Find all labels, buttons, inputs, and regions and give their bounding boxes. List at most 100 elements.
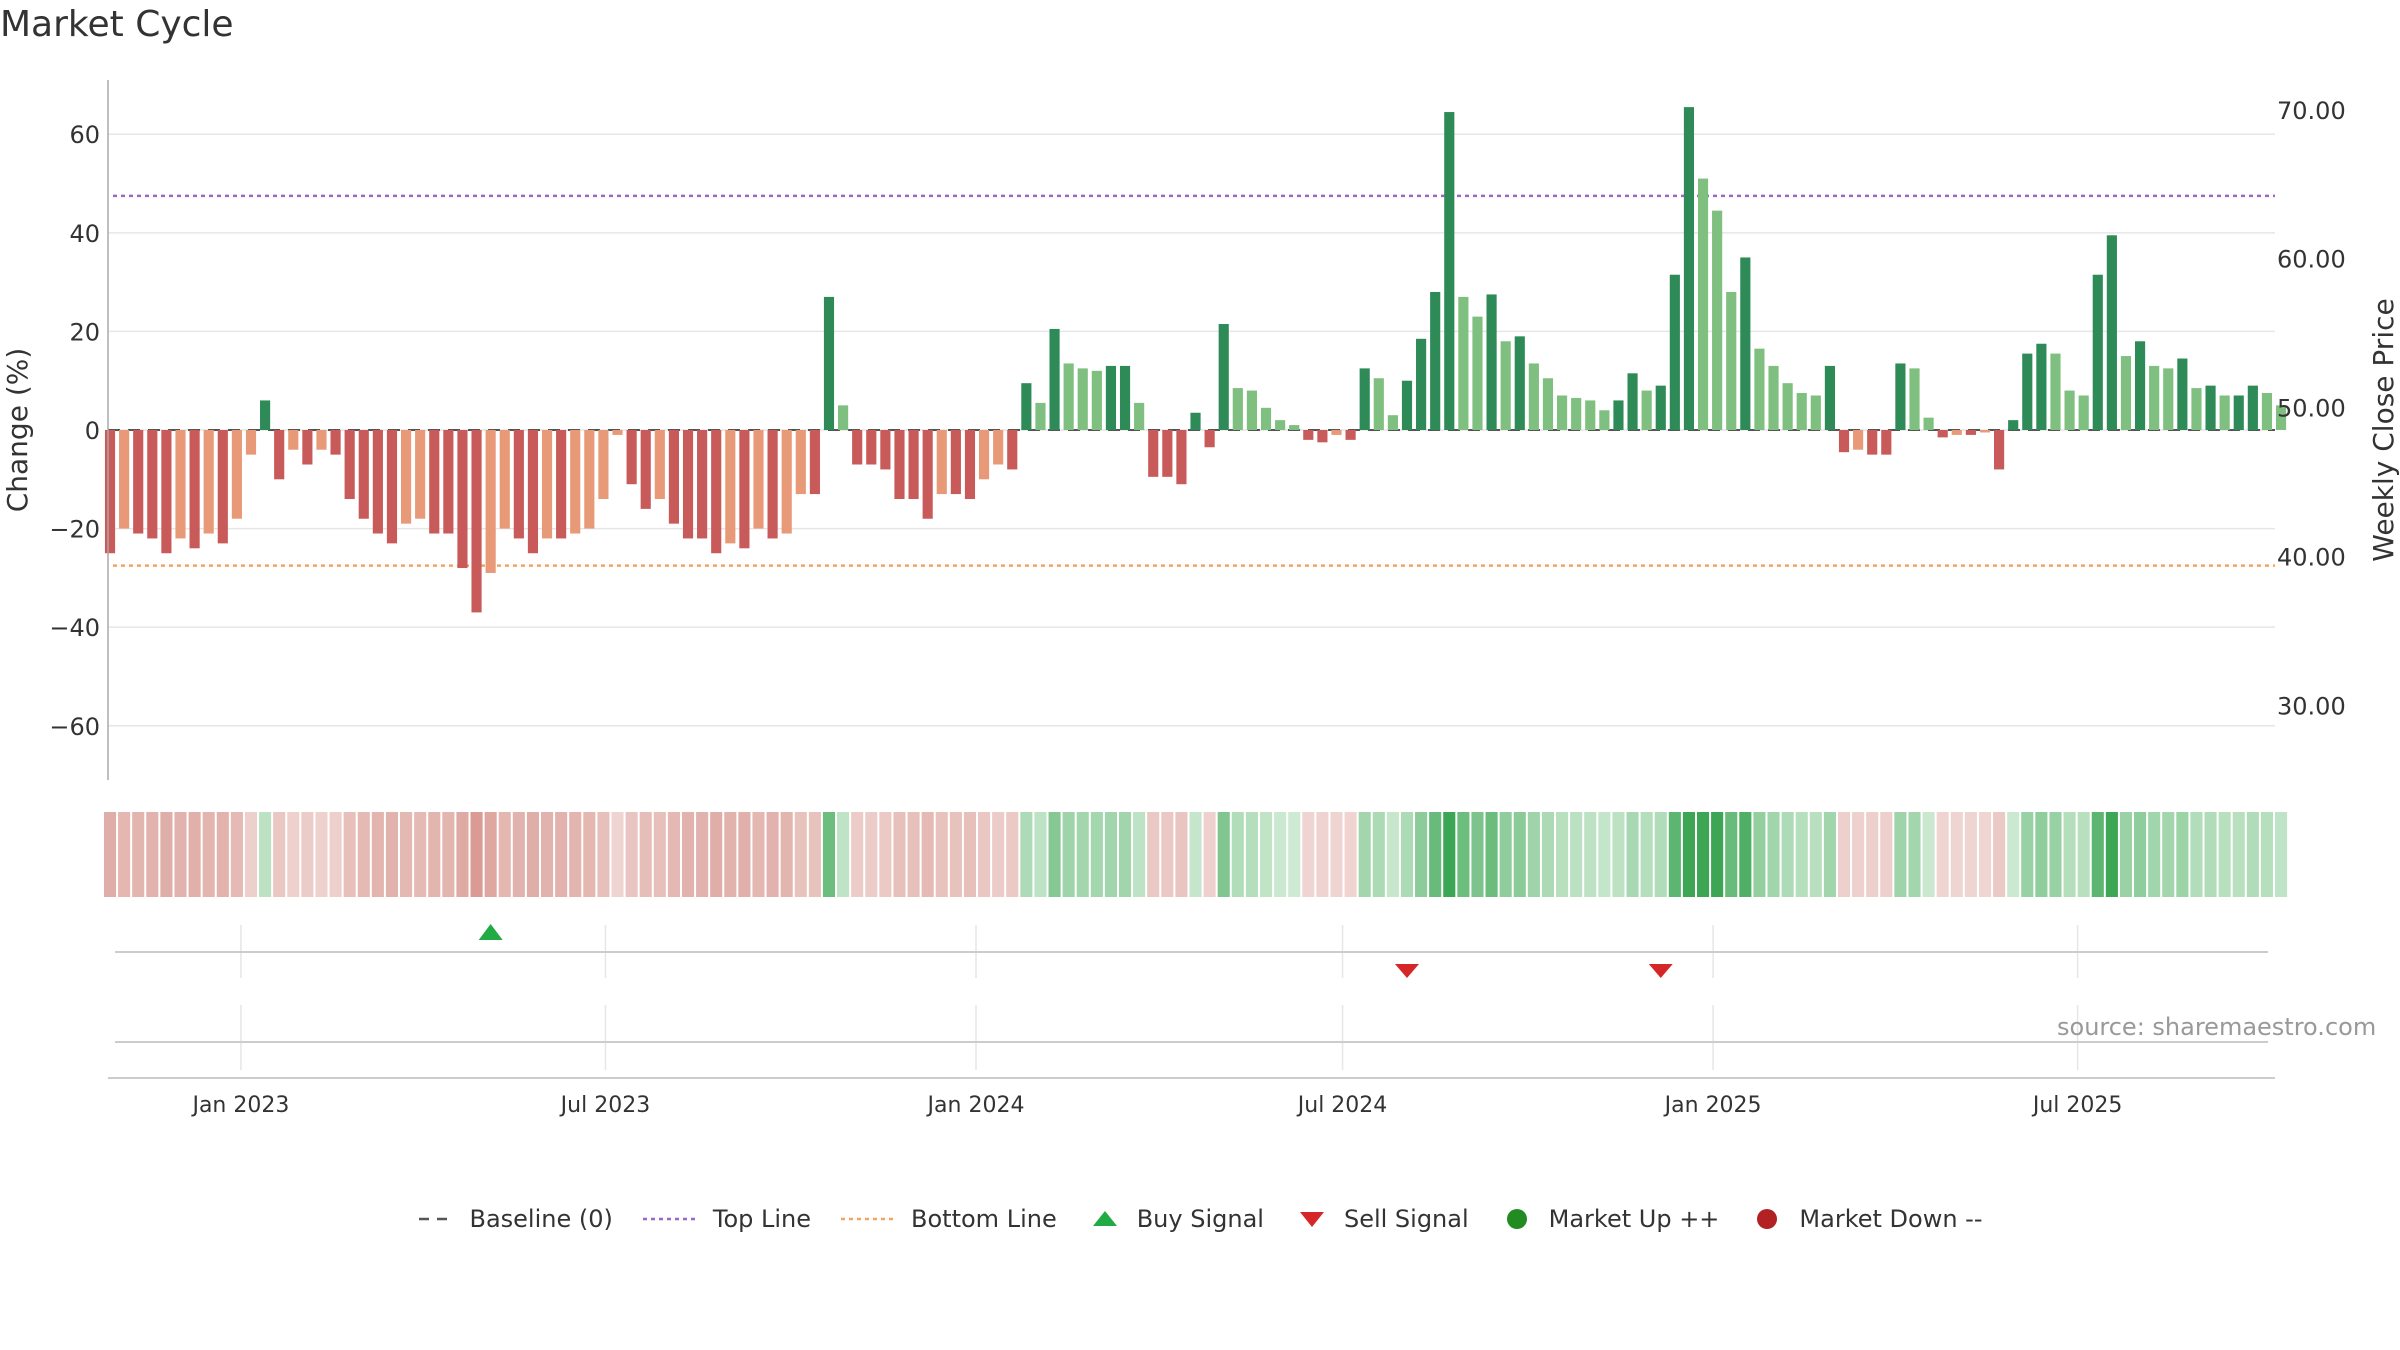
change-bar <box>457 430 468 569</box>
change-bar <box>499 430 510 529</box>
heat-cell <box>230 812 243 897</box>
heat-cell <box>696 812 709 897</box>
change-bar <box>1232 388 1243 430</box>
heat-cell <box>315 812 328 897</box>
heat-cell <box>1711 812 1724 897</box>
sell-signal-marker <box>1394 964 1419 978</box>
heat-cell <box>2190 812 2203 897</box>
change-bar <box>978 430 990 480</box>
change-bar <box>2022 353 2033 430</box>
legend-item: Buy Signal <box>1085 1205 1264 1233</box>
heat-cell <box>301 812 314 897</box>
change-bar <box>175 430 186 539</box>
heat-cell <box>1894 812 1907 897</box>
change-bar <box>1712 210 1723 430</box>
heat-cell <box>1118 812 1132 897</box>
heat-cell <box>611 812 624 897</box>
change-bar <box>1345 430 1356 440</box>
triangle-up-icon <box>1092 1211 1117 1226</box>
change-bar <box>386 430 398 544</box>
legend-label: Market Down -- <box>1799 1205 1983 1233</box>
y2-tick-label: 30.00 <box>2277 693 2346 721</box>
heat-cell <box>2148 812 2161 897</box>
change-bar <box>302 430 313 465</box>
change-bar <box>781 430 792 534</box>
heat-cell <box>625 812 638 897</box>
change-bar <box>964 430 976 500</box>
change-bar <box>1951 430 1962 435</box>
change-bar <box>1260 407 1272 430</box>
change-bar <box>1867 430 1878 455</box>
green-dot-icon <box>1506 1209 1527 1229</box>
legend-item: Baseline (0) <box>417 1205 613 1233</box>
change-bar <box>2092 274 2103 430</box>
dash-line <box>419 1217 456 1221</box>
change-bar <box>767 430 778 539</box>
heat-cell <box>1725 812 1738 897</box>
change-bar <box>1021 383 1032 430</box>
heat-cell <box>1852 812 1865 897</box>
heat-cell <box>1217 812 1230 897</box>
change-bar <box>1556 395 1568 430</box>
heat-cell <box>780 812 793 897</box>
heat-cell <box>526 812 539 897</box>
heat-cell <box>1739 812 1752 897</box>
heat-cell <box>2204 812 2217 897</box>
y2-tick-label: 70.00 <box>2277 97 2346 125</box>
change-bar <box>104 430 116 554</box>
change-bar <box>541 430 553 539</box>
change-bar <box>133 430 144 534</box>
change-bar <box>1105 365 1117 430</box>
heat-cell <box>428 812 441 897</box>
change-bar <box>1782 383 1793 430</box>
change-bar <box>161 430 172 554</box>
change-bar <box>1444 112 1455 431</box>
heat-cell <box>512 812 525 897</box>
change-bar <box>1528 363 1539 430</box>
red-dot-icon <box>1757 1209 1778 1229</box>
heat-cell <box>371 812 384 897</box>
change-bar <box>1697 178 1709 430</box>
change-bar <box>1331 430 1342 435</box>
change-bar <box>1881 430 1892 455</box>
heat-cell <box>1147 812 1160 897</box>
change-bar <box>2261 393 2273 430</box>
heat-cell <box>1753 812 1766 897</box>
change-bar <box>993 430 1004 465</box>
heat-cell <box>921 812 934 897</box>
heat-cell <box>2049 812 2062 897</box>
legend-label: Sell Signal <box>1343 1205 1469 1233</box>
heat-cell <box>851 812 864 897</box>
change-bar <box>809 430 820 495</box>
legend-item: Top Line <box>641 1205 811 1233</box>
legend-label: Buy Signal <box>1136 1205 1264 1233</box>
change-bar <box>1571 397 1582 430</box>
change-bar <box>1063 363 1074 430</box>
change-bar <box>1838 430 1850 453</box>
change-bar <box>288 430 299 450</box>
heat-cell <box>1316 812 1329 897</box>
y-tick-label: −60 <box>49 713 100 741</box>
heat-cell <box>569 812 582 897</box>
heat-cell <box>1457 812 1470 897</box>
change-bar <box>2205 385 2216 430</box>
change-bar <box>1796 393 1807 430</box>
change-bar <box>950 430 961 495</box>
heat-cell <box>470 812 483 897</box>
heat-cell <box>1640 812 1653 897</box>
heat-cell <box>1654 812 1667 897</box>
y-tick-label: 0 <box>85 417 100 445</box>
heat-cell <box>2077 812 2090 897</box>
change-bar <box>852 430 863 465</box>
change-bar <box>527 430 539 554</box>
heat-cell <box>1302 812 1315 897</box>
heat-cell <box>1090 812 1103 897</box>
heat-cell <box>710 812 723 897</box>
y-tick-label: 60 <box>69 121 100 149</box>
heat-cell <box>1682 812 1695 897</box>
change-bar <box>1190 412 1201 430</box>
x-tick-label: Jan 2023 <box>190 1093 289 1118</box>
heat-cell <box>1189 812 1202 897</box>
heat-cell <box>1133 812 1146 897</box>
change-bar <box>838 405 849 430</box>
